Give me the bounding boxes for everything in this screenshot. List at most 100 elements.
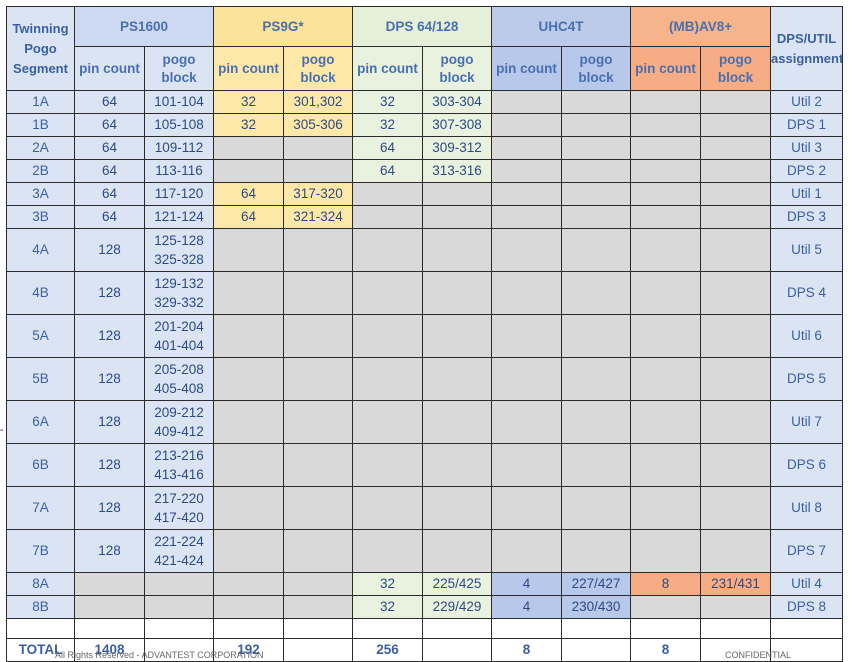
util-cell: DPS 7 bbox=[770, 529, 844, 573]
ps1600-block: 125-128 325-328 bbox=[143, 228, 215, 272]
table-row: 7A 128 217-220 417-420 Util 8 bbox=[6, 486, 844, 530]
table-row: 7B 128 221-224 421-424 DPS 7 bbox=[6, 529, 844, 573]
ps9g-block: 317-320 bbox=[283, 182, 354, 206]
segment-cell: 8B bbox=[6, 595, 75, 619]
table-row: 5B 128 205-208 405-408 DPS 5 bbox=[6, 357, 844, 401]
dps-pin: 64 bbox=[352, 136, 424, 160]
table-row: 4B 128 129-132 329-332 DPS 4 bbox=[6, 271, 844, 315]
ps1600-block: 209-212 409-412 bbox=[143, 400, 215, 444]
footer-confidential: CONFIDENTIAL bbox=[725, 650, 792, 660]
ps9g-pin: 64 bbox=[213, 182, 285, 206]
ps1600-block: 113-116 bbox=[143, 159, 215, 183]
ps9g-block: 305-306 bbox=[283, 113, 354, 137]
util-cell: DPS 3 bbox=[770, 205, 844, 229]
table-row: 6A 128 209-212 409-412 Util 7 bbox=[6, 400, 844, 444]
segment-cell: 2B bbox=[6, 159, 75, 183]
ps1600-block: 101-104 bbox=[143, 90, 215, 114]
ps1600-pin: 128 bbox=[74, 228, 145, 272]
segment-cell: 8A bbox=[6, 572, 75, 596]
sub-a-pin: pin count bbox=[630, 46, 702, 91]
ps1600-pin: 64 bbox=[74, 205, 145, 229]
ps1600-pin: 128 bbox=[74, 314, 145, 358]
ps9g-block: 321-324 bbox=[283, 205, 354, 229]
table-row: 1A 64 101-104 32 301,302 32 303-304 Util… bbox=[6, 90, 844, 114]
sub-a-block: pogo block bbox=[700, 46, 772, 91]
header-util: DPS/UTIL assignment bbox=[770, 6, 844, 91]
stray-mark: - bbox=[0, 425, 4, 436]
table-row: 2B 64 113-116 64 313-316 DPS 2 bbox=[6, 159, 844, 183]
util-cell: Util 4 bbox=[770, 572, 844, 596]
util-cell: DPS 4 bbox=[770, 271, 844, 315]
total-label: TOTAL bbox=[6, 638, 75, 662]
uhc4t-block: 230/430 bbox=[561, 595, 632, 619]
ps9g-pin: 32 bbox=[213, 90, 285, 114]
segment-cell: 5A bbox=[6, 314, 75, 358]
dps-block: 309-312 bbox=[422, 136, 493, 160]
sub-u-pin: pin count bbox=[491, 46, 563, 91]
util-cell: DPS 1 bbox=[770, 113, 844, 137]
table-row: 2A 64 109-112 64 309-312 Util 3 bbox=[6, 136, 844, 160]
table-row: 6B 128 213-216 413-416 DPS 6 bbox=[6, 443, 844, 487]
ps1600-pin: 64 bbox=[74, 90, 145, 114]
uhc4t-pin: 4 bbox=[491, 595, 563, 619]
table-row: 3B 64 121-124 64 321-324 DPS 3 bbox=[6, 205, 844, 229]
dps-block: 225/425 bbox=[422, 572, 493, 596]
header-av8: (MB)AV8+ bbox=[630, 6, 772, 47]
segment-cell: 4A bbox=[6, 228, 75, 272]
av8-pin: 8 bbox=[630, 572, 702, 596]
uhc4t-pin: 4 bbox=[491, 572, 563, 596]
dps-block: 307-308 bbox=[422, 113, 493, 137]
segment-cell: 7A bbox=[6, 486, 75, 530]
av8-block: 231/431 bbox=[700, 572, 772, 596]
total-dps: 256 bbox=[352, 638, 424, 662]
table-row: 5A 128 201-204 401-404 Util 6 bbox=[6, 314, 844, 358]
ps1600-pin: 128 bbox=[74, 357, 145, 401]
sub-p9-pin: pin count bbox=[213, 46, 285, 91]
segment-cell: 3A bbox=[6, 182, 75, 206]
util-cell: DPS 5 bbox=[770, 357, 844, 401]
ps1600-pin: 128 bbox=[74, 529, 145, 573]
segment-cell: 1A bbox=[6, 90, 75, 114]
total-av8: 8 bbox=[630, 638, 702, 662]
dps-pin: 32 bbox=[352, 595, 424, 619]
ps1600-pin: 128 bbox=[74, 486, 145, 530]
segment-cell: 5B bbox=[6, 357, 75, 401]
segment-cell: 4B bbox=[6, 271, 75, 315]
segment-cell: 2A bbox=[6, 136, 75, 160]
ps1600-block: 129-132 329-332 bbox=[143, 271, 215, 315]
sub-u-block: pogo block bbox=[561, 46, 632, 91]
ps1600-block: 217-220 417-420 bbox=[143, 486, 215, 530]
ps1600-block: 205-208 405-408 bbox=[143, 357, 215, 401]
spacer-row bbox=[6, 618, 844, 639]
dps-pin: 64 bbox=[352, 159, 424, 183]
util-cell: Util 5 bbox=[770, 228, 844, 272]
table-row: 1B 64 105-108 32 305-306 32 307-308 DPS … bbox=[6, 113, 844, 137]
sub-d-pin: pin count bbox=[352, 46, 424, 91]
header-uhc4t: UHC4T bbox=[491, 6, 632, 47]
segment-cell: 6B bbox=[6, 443, 75, 487]
ps1600-pin: 64 bbox=[74, 113, 145, 137]
util-cell: DPS 6 bbox=[770, 443, 844, 487]
table-row: 8A 32 225/425 4 227/427 8 231/431 Util 4 bbox=[6, 572, 844, 596]
ps1600-block: 117-120 bbox=[143, 182, 215, 206]
ps1600-pin: 128 bbox=[74, 400, 145, 444]
dps-block: 229/429 bbox=[422, 595, 493, 619]
ps9g-pin: 32 bbox=[213, 113, 285, 137]
segment-cell: 3B bbox=[6, 205, 75, 229]
ps1600-block: 121-124 bbox=[143, 205, 215, 229]
footer-copyright: All Rights Reserved - ADVANTEST CORPORAT… bbox=[55, 650, 264, 660]
sub-p9-block: pogo block bbox=[283, 46, 354, 91]
ps1600-pin: 64 bbox=[74, 159, 145, 183]
segment-cell: 6A bbox=[6, 400, 75, 444]
header-ps9g: PS9G* bbox=[213, 6, 354, 47]
util-cell: DPS 2 bbox=[770, 159, 844, 183]
sub-ps-pin: pin count bbox=[74, 46, 145, 91]
header-dps: DPS 64/128 bbox=[352, 6, 493, 47]
util-cell: Util 8 bbox=[770, 486, 844, 530]
header-segment: Twinning Pogo Segment bbox=[6, 6, 75, 91]
ps1600-pin: 64 bbox=[74, 136, 145, 160]
header-ps1600: PS1600 bbox=[73, 6, 215, 47]
sub-ps-block: pogo block bbox=[143, 46, 215, 91]
sub-d-block: pogo block bbox=[422, 46, 493, 91]
table-row: 3A 64 117-120 64 317-320 Util 1 bbox=[6, 182, 844, 206]
